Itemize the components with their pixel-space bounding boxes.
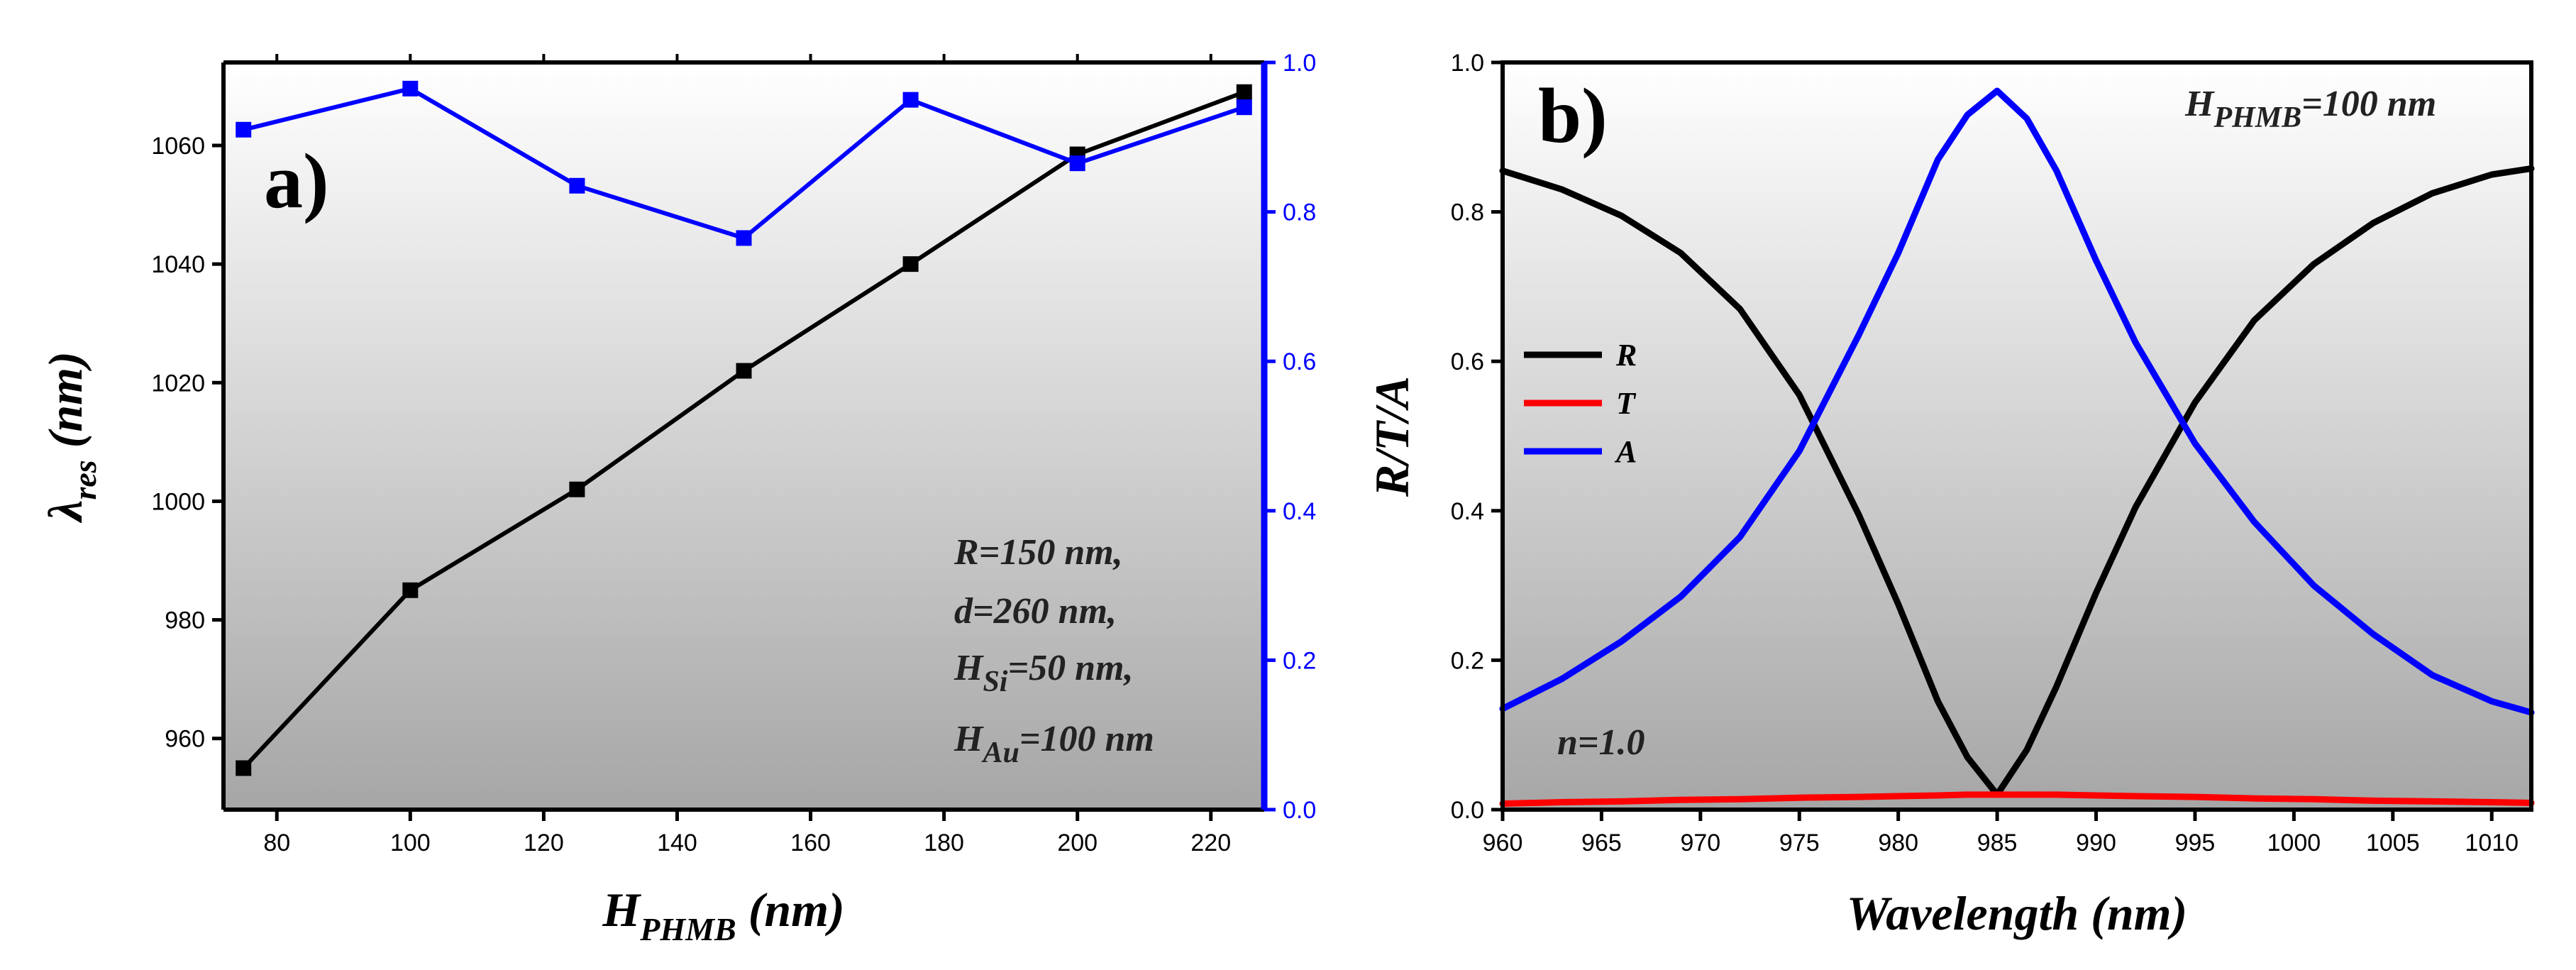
b-x-tick-label-1000: 1000 — [2267, 830, 2321, 856]
panel-b: 960 965 970 975 980 985 990 995 1000 1005 1010 0.0 0… — [1365, 50, 2535, 940]
legend-label-t: T — [1616, 386, 1637, 421]
data-point-absorption-150 — [736, 230, 752, 246]
data-point-absorption-200 — [1069, 155, 1085, 172]
y-left-tick-label-980: 980 — [165, 607, 205, 634]
panel-a-axes — [212, 54, 1276, 821]
b-x-tick-label-990: 990 — [2076, 830, 2116, 856]
x-tick-label-160: 160 — [790, 830, 831, 856]
b-x-tick-label-1005: 1005 — [2366, 830, 2420, 856]
x-tick-label-140: 140 — [657, 830, 697, 856]
panel-b-legend: R T A — [1524, 338, 1637, 469]
y-right-tick-label-2: 0.4 — [1283, 498, 1316, 525]
b-x-tick-label-995: 995 — [2175, 830, 2216, 856]
panel-a-plot-area — [223, 62, 1264, 810]
b-x-tick-label-960: 960 — [1483, 830, 1523, 856]
legend-label-a: A — [1614, 434, 1637, 469]
data-point-wavelength-175 — [902, 256, 919, 272]
panel-b-y-axis-title: R/T/A — [1365, 376, 1419, 497]
series-line-r — [1499, 165, 2535, 798]
b-y-tick-label-1: 0.2 — [1451, 647, 1484, 674]
panel-b-frame — [1500, 60, 2533, 812]
data-point-absorption-125 — [569, 177, 585, 194]
y-left-tick-label-1020: 1020 — [151, 370, 205, 397]
panel-b-x-axis-title: Wavelength (nm) — [1847, 886, 2187, 940]
panel-a-tick-labels: 80 100 120 140 160 180 200 220 960 980 1000 1020 104… — [151, 50, 1316, 856]
b-x-tick-label-975: 975 — [1779, 830, 1820, 856]
data-point-absorption-100 — [402, 80, 419, 97]
b-y-tick-label-4: 0.8 — [1451, 199, 1484, 226]
data-point-wavelength-100 — [402, 582, 419, 598]
data-point-wavelength-125 — [569, 481, 585, 497]
annotation-line-1: R=150 nm, — [953, 532, 1123, 573]
panel-a-label: a) — [264, 138, 329, 224]
panel-b-annotation-top: HPHMB=100 nm — [2184, 84, 2436, 134]
series-line-t — [1499, 791, 2535, 808]
y-right-tick-label-3: 0.6 — [1283, 348, 1316, 375]
y-left-tick-label-1040: 1040 — [151, 251, 205, 278]
b-y-tick-label-2: 0.4 — [1451, 498, 1484, 525]
x-tick-label-200: 200 — [1057, 830, 1098, 856]
panel-a-y-axis-title: λres (nm) — [38, 351, 103, 523]
b-x-tick-label-1010: 1010 — [2465, 830, 2519, 856]
panel-a-x-axis-title: HPHMB (nm) — [602, 883, 844, 947]
panel-b-annotation-bottom: n=1.0 — [1557, 722, 1645, 763]
b-x-tick-label-985: 985 — [1977, 830, 2018, 856]
b-x-tick-label-965: 965 — [1581, 830, 1622, 856]
y-right-tick-label-4: 0.8 — [1283, 199, 1316, 226]
annotation-line-3: HSi=50 nm, — [953, 648, 1133, 698]
panel-a-series — [236, 80, 1252, 776]
panel-b-label: b) — [1538, 72, 1608, 159]
x-tick-label-80: 80 — [263, 830, 290, 856]
legend-label-r: R — [1615, 338, 1637, 373]
b-y-tick-label-0: 0.0 — [1451, 797, 1484, 824]
x-tick-label-180: 180 — [924, 830, 964, 856]
panel-a-annotation: R=150 nm, d=260 nm, HSi=50 nm, HAu=100 n… — [953, 532, 1154, 769]
x-tick-label-220: 220 — [1190, 830, 1231, 856]
data-point-absorption-75 — [236, 121, 252, 138]
data-point-wavelength-150 — [736, 363, 752, 379]
b-x-tick-label-980: 980 — [1878, 830, 1918, 856]
panel-b-series — [1499, 87, 2535, 808]
b-y-tick-label-5: 1.0 — [1451, 50, 1484, 77]
data-point-wavelength-75 — [236, 760, 252, 776]
y-right-tick-label-1: 0.2 — [1283, 647, 1316, 674]
x-tick-label-100: 100 — [390, 830, 431, 856]
b-y-tick-label-3: 0.6 — [1451, 348, 1484, 375]
panel-b-axes — [1491, 60, 2533, 821]
annotation-line-4: HAu=100 nm — [953, 719, 1154, 769]
y-right-tick-label-0: 0.0 — [1283, 797, 1316, 824]
x-tick-label-120: 120 — [524, 830, 564, 856]
data-point-wavelength-225 — [1236, 84, 1252, 100]
panel-a: 80 100 120 140 160 180 200 220 960 980 1000 1020 104… — [38, 50, 1316, 947]
data-point-absorption-225 — [1236, 99, 1252, 116]
panel-b-plot-area — [1503, 62, 2531, 810]
data-point-absorption-175 — [902, 92, 919, 108]
y-right-tick-label-5: 1.0 — [1283, 50, 1316, 77]
series-line-a — [1499, 87, 2535, 716]
y-left-tick-label-1000: 1000 — [151, 488, 205, 515]
panel-b-tick-labels: 960 965 970 975 980 985 990 995 1000 1005 1010 0.0 0… — [1451, 50, 2519, 856]
annotation-line-2: d=260 nm, — [954, 591, 1117, 632]
y-left-tick-label-960: 960 — [165, 726, 205, 753]
y-left-tick-label-1060: 1060 — [151, 133, 205, 160]
b-x-tick-label-970: 970 — [1680, 830, 1720, 856]
